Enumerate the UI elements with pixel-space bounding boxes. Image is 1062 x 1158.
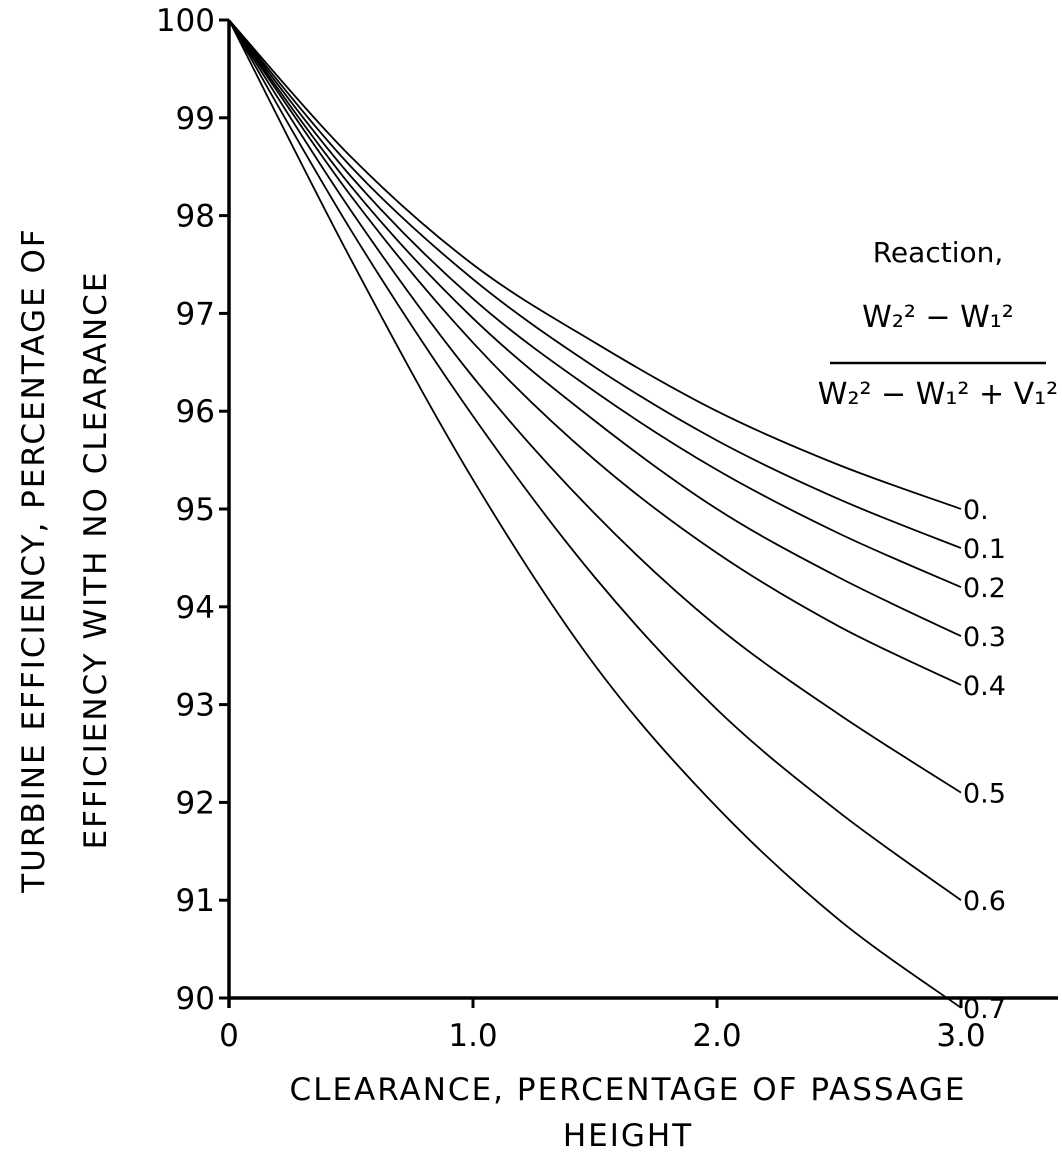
y-tick-label-96: 96 <box>176 394 215 430</box>
x-axis-title-line-2: HEIGHT <box>563 1118 693 1154</box>
series-line-0.1 <box>228 19 962 549</box>
x-tick-label-1.0: 1.0 <box>448 1018 497 1054</box>
legend-formula-denominator: W₂² − W₁² + V₁² <box>818 377 1058 412</box>
x-tick-label-3.0: 3.0 <box>936 1018 985 1054</box>
series-label-0.6: 0.6 <box>963 886 1006 917</box>
y-tick-label-91: 91 <box>176 883 215 919</box>
legend-title: Reaction, <box>873 236 1004 269</box>
series-label-0.1: 0.1 <box>963 534 1006 565</box>
series-line-0. <box>228 19 962 510</box>
series-label-0.3: 0.3 <box>963 622 1006 653</box>
series-line-0.5 <box>228 19 962 794</box>
y-tick-label-92: 92 <box>176 785 215 821</box>
y-tick-label-94: 94 <box>176 590 215 626</box>
y-tick-label-98: 98 <box>176 199 215 235</box>
y-axis-title: TURBINE EFFICIENCY, PERCENTAGE OF EFFICI… <box>16 227 114 894</box>
y-axis-title-line-2: EFFICIENCY WITH NO CLEARANCE <box>78 271 114 850</box>
series-line-0.2 <box>228 19 962 589</box>
y-ticks: 90 91 92 93 94 95 96 97 98 99 100 <box>156 3 229 1017</box>
series-line-0.3 <box>228 19 962 637</box>
x-tick-label-2.0: 2.0 <box>692 1018 741 1054</box>
y-tick-label-93: 93 <box>176 688 215 724</box>
series-curves <box>228 19 962 1009</box>
legend-formula-numerator: W₂² − W₁² <box>862 300 1014 335</box>
series-label-0.5: 0.5 <box>963 779 1006 810</box>
y-tick-label-97: 97 <box>176 296 215 332</box>
y-tick-label-90: 90 <box>176 981 215 1017</box>
x-axis-title: CLEARANCE, PERCENTAGE OF PASSAGE HEIGHT <box>290 1072 967 1154</box>
series-label-0.2: 0.2 <box>963 573 1006 604</box>
series-line-0.7 <box>228 19 962 1009</box>
x-axis-title-line-1: CLEARANCE, PERCENTAGE OF PASSAGE <box>290 1072 967 1108</box>
series-labels: 0. 0.1 0.2 0.3 0.4 0.5 0.6 0.7 <box>963 495 1006 1025</box>
series-line-0.6 <box>228 19 962 901</box>
series-label-0.4: 0.4 <box>963 671 1006 702</box>
legend: Reaction, W₂² − W₁² W₂² − W₁² + V₁² <box>818 236 1058 412</box>
y-axis-title-line-1: TURBINE EFFICIENCY, PERCENTAGE OF <box>16 227 52 894</box>
y-tick-label-100: 100 <box>156 3 215 39</box>
y-tick-label-99: 99 <box>176 101 215 137</box>
series-line-0.4 <box>228 19 962 686</box>
axes <box>227 20 1058 1008</box>
x-ticks: 0 1.0 2.0 3.0 <box>219 998 986 1054</box>
series-label-0.: 0. <box>963 495 989 526</box>
x-tick-label-0: 0 <box>219 1018 239 1054</box>
y-tick-label-95: 95 <box>176 492 215 528</box>
series-label-0.7: 0.7 <box>963 994 1006 1025</box>
